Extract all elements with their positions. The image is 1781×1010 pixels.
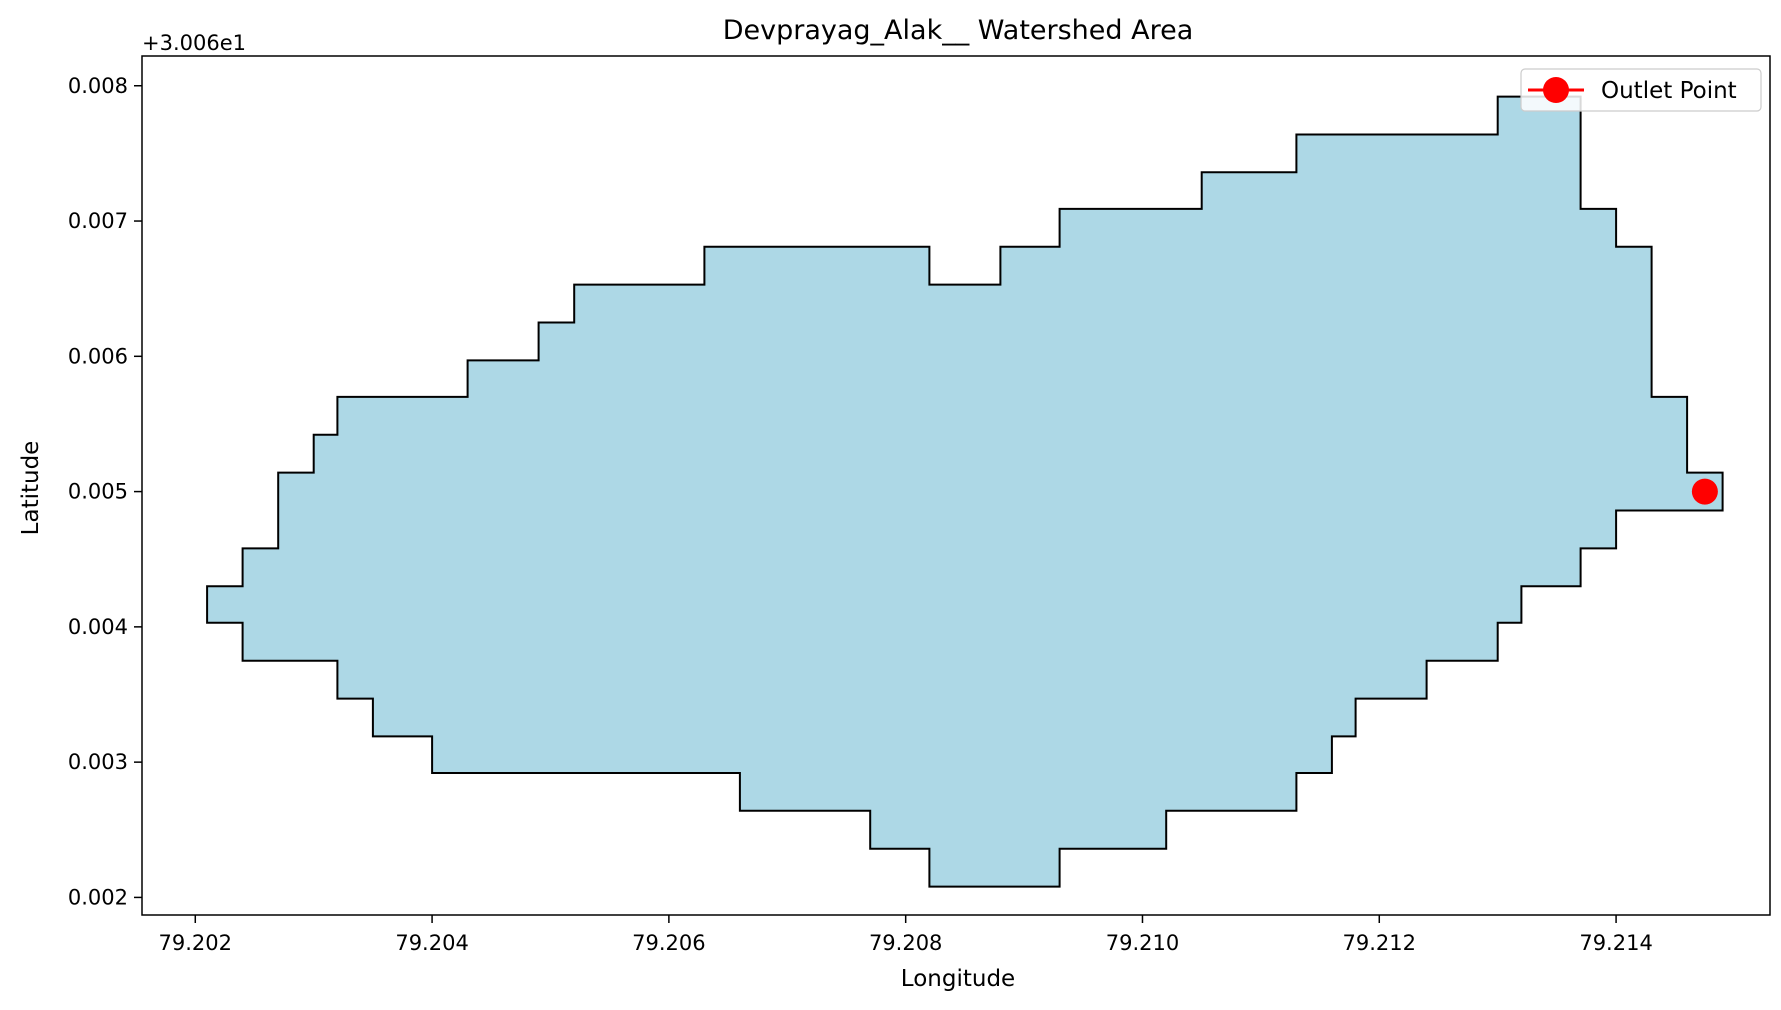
y-ticks: 0.002 0.003 0.004 0.005 0.006 0.007 0.008 (68, 74, 142, 909)
watershed-polygon (206, 95, 1724, 888)
plot-layer (206, 95, 1724, 888)
legend: Outlet Point (1520, 68, 1762, 112)
x-tick-label: 79.202 (159, 931, 232, 955)
x-tick-label: 79.206 (632, 931, 705, 955)
y-tick-label: 0.002 (68, 885, 128, 909)
x-tick-label: 79.210 (1106, 931, 1179, 955)
x-tick-label: 79.214 (1579, 931, 1652, 955)
chart-title: Devprayag_Alak__ Watershed Area (723, 15, 1194, 46)
x-tick-label: 79.208 (869, 931, 942, 955)
x-tick-label: 79.204 (395, 931, 468, 955)
axes-frame (141, 55, 1771, 916)
y-tick-label: 0.006 (68, 344, 128, 368)
x-tick-label: 79.212 (1343, 931, 1416, 955)
legend-label: Outlet Point (1601, 78, 1737, 104)
x-axis-label: Longitude (901, 966, 1015, 992)
y-tick-label: 0.004 (68, 615, 128, 639)
y-tick-label: 0.007 (68, 209, 128, 233)
y-offset-label: +3.006e1 (142, 31, 246, 55)
x-ticks: 79.202 79.204 79.206 79.208 79.210 79.212 79.2… (159, 915, 1653, 955)
y-tick-label: 0.008 (68, 74, 128, 98)
y-tick-label: 0.005 (68, 480, 128, 504)
y-tick-label: 0.003 (68, 750, 128, 774)
legend-marker-swatch (1543, 77, 1569, 103)
legend-box (1520, 68, 1762, 112)
outlet-point-marker (1691, 478, 1718, 505)
y-axis-label: Latitude (18, 441, 44, 536)
